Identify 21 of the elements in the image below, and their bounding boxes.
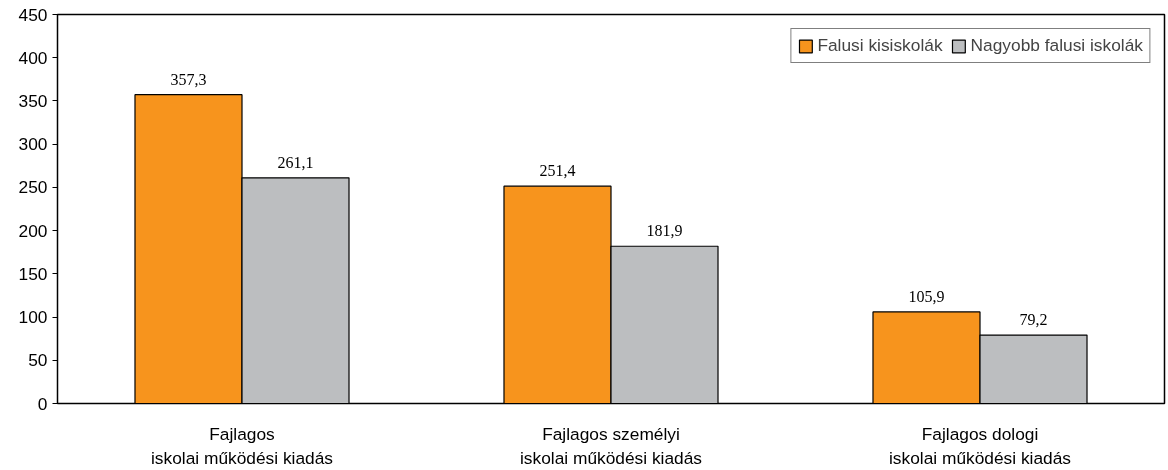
x-tick-label: Fajlagos iskolai működési kiadás bbox=[150, 423, 334, 468]
data-label: 105,9 bbox=[908, 287, 945, 305]
y-tick-label: 450 bbox=[18, 4, 48, 25]
y-tick-label: 50 bbox=[28, 350, 48, 371]
y-tick-label: 100 bbox=[18, 307, 48, 328]
legend-label: Falusi kisiskolák bbox=[817, 35, 943, 56]
y-tick-label: 300 bbox=[18, 134, 48, 155]
data-label: 357,3 bbox=[170, 70, 207, 88]
y-tick-label: 150 bbox=[18, 263, 48, 284]
data-label: 79,2 bbox=[1019, 311, 1048, 329]
x-tick-label: Fajlagos dologi iskolai működési kiadás bbox=[888, 423, 1072, 468]
y-tick-label: 0 bbox=[37, 393, 48, 414]
y-tick-label: 200 bbox=[18, 220, 48, 241]
y-tick-label: 250 bbox=[18, 177, 48, 198]
data-label: 261,1 bbox=[277, 153, 314, 171]
x-tick-label: Fajlagos személyi iskolai működési kiadás bbox=[519, 423, 703, 468]
y-tick-label: 400 bbox=[18, 47, 48, 68]
legend-label: Nagyobb falusi iskolák bbox=[970, 35, 1143, 56]
data-label: 181,9 bbox=[646, 222, 683, 240]
data-label: 251,4 bbox=[539, 162, 576, 180]
y-tick-label: 350 bbox=[18, 90, 48, 111]
